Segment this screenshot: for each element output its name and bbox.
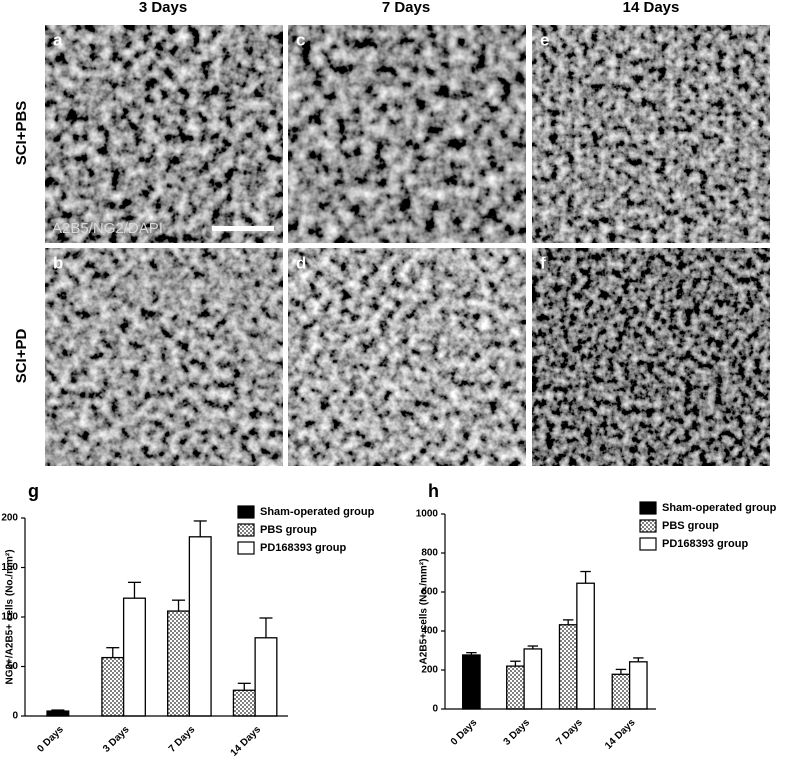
bar <box>46 710 70 717</box>
legend-label: Sham-operated group <box>260 506 375 518</box>
bar <box>506 665 525 710</box>
legend-label: Sham-operated group <box>662 502 777 514</box>
y-tick-label: 50 <box>7 661 19 672</box>
bar <box>188 536 212 717</box>
x-tick-label: 14 Days <box>603 717 638 752</box>
bar <box>523 648 543 710</box>
y-tick-label: 800 <box>421 548 438 559</box>
y-tick-label: 600 <box>421 587 438 598</box>
micrograph <box>288 25 526 243</box>
bar <box>254 637 278 717</box>
y-tick-label: 1000 <box>416 509 439 520</box>
bar <box>122 597 146 717</box>
column-header: 3 Days <box>139 0 187 16</box>
row-label: SCI+PBS <box>13 101 30 166</box>
scale-bar <box>212 226 274 231</box>
legend-label: PD168393 group <box>662 538 748 550</box>
micrograph <box>288 248 526 466</box>
legend-label: PBS group <box>662 520 719 532</box>
micrograph <box>532 25 770 243</box>
x-tick-label: 0 Days <box>35 724 66 755</box>
y-tick-label: 0 <box>432 704 438 715</box>
panel-letter: e <box>540 30 549 49</box>
y-axis-label: A2B5+ cells (No./mm²) <box>419 559 430 665</box>
y-tick-label: 400 <box>421 626 438 637</box>
y-tick-label: 200 <box>1 513 18 524</box>
panel-letter: h <box>428 481 439 501</box>
legend-swatch <box>237 523 255 537</box>
column-header: 14 Days <box>623 0 680 16</box>
y-tick-label: 150 <box>1 562 18 573</box>
micrograph-grid: a b c d e f <box>45 25 770 466</box>
x-tick-label: 7 Days <box>167 724 198 755</box>
stain-label: A2B5/NG2/DAPI <box>52 220 163 237</box>
bar <box>167 610 191 717</box>
bar <box>558 624 578 710</box>
bar <box>628 661 648 710</box>
y-tick-label: 100 <box>1 612 18 623</box>
micrograph <box>45 248 283 466</box>
x-tick-label: 7 Days <box>554 717 585 748</box>
panel-letter: g <box>28 481 39 501</box>
panel-letter: c <box>296 30 305 49</box>
micrograph <box>45 25 283 243</box>
legend-swatch <box>639 519 657 533</box>
legend-label: PBS group <box>260 524 317 536</box>
panel-letter: f <box>540 253 546 272</box>
bar <box>611 673 631 710</box>
panel-letter: a <box>53 30 63 49</box>
legend-swatch <box>237 541 255 555</box>
x-tick-label: 14 Days <box>229 724 264 759</box>
x-tick-label: 3 Days <box>101 724 132 755</box>
bar <box>462 654 481 710</box>
bar <box>101 656 125 717</box>
panel-letter: b <box>53 253 63 272</box>
legend-label: PD168393 group <box>260 542 346 554</box>
micrograph <box>532 248 770 466</box>
y-tick-label: 0 <box>12 711 18 722</box>
row-label: SCI+PD <box>13 329 30 384</box>
panel-letter: d <box>296 253 306 272</box>
legend-swatch <box>639 537 657 551</box>
y-axis-label: NG2+/A2B5+ cells (No./mm²) <box>5 549 16 684</box>
bar <box>232 689 256 717</box>
x-tick-label: 0 Days <box>449 717 480 748</box>
bar <box>576 582 595 710</box>
legend-swatch <box>237 505 255 519</box>
y-tick-label: 200 <box>421 665 438 676</box>
column-header: 7 Days <box>382 0 430 16</box>
legend-swatch <box>639 501 657 515</box>
x-tick-label: 3 Days <box>502 717 533 748</box>
